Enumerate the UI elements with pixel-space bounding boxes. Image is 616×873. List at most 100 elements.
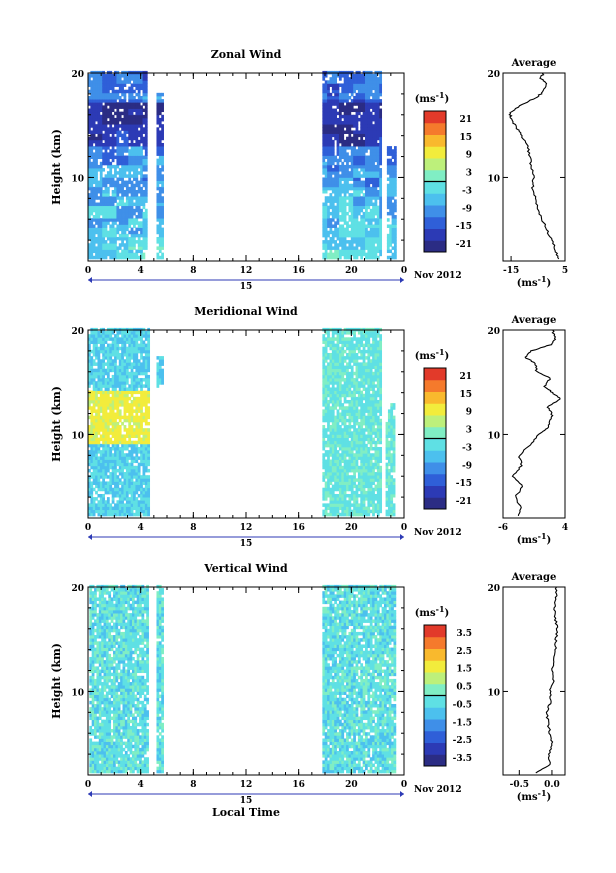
heatmap-cell [147,500,151,504]
heatmap-cell [391,180,395,185]
heatmap-cell [137,171,141,175]
heatmap-cell [334,240,337,244]
heatmap-cell [114,189,117,194]
heatmap-cell [372,164,375,169]
heatmap-cell [338,349,342,354]
heatmap-cell [144,130,148,134]
heatmap-cell [123,92,127,97]
heatmap-cell [322,475,326,479]
heatmap-cell [360,227,364,232]
heatmap-cell [324,236,328,241]
heatmap-cell [130,136,134,141]
heatmap-cell [158,208,162,213]
heatmap-cell [343,343,347,348]
heatmap-cell [365,74,368,78]
heatmap-cell [147,331,151,335]
heatmap-cell [114,215,117,219]
heatmap-cell [158,180,162,185]
heatmap-cell [92,450,96,454]
heatmap-cell [95,86,98,91]
heatmap-cell [341,390,345,395]
heatmap-cell [343,453,347,457]
heatmap-cell [336,246,340,250]
heatmap-cell [355,183,359,188]
heatmap-cell [102,421,105,426]
heatmap-cell [357,171,361,175]
heatmap-cell [367,99,371,103]
heatmap-cell [147,481,151,485]
heatmap-cell [343,183,347,188]
heatmap-cell [104,409,108,413]
heatmap-cell [116,503,120,507]
heatmap-cell [142,155,146,160]
heatmap-cell [109,346,113,351]
heatmap-cell [104,218,108,222]
heatmap-cell [137,74,141,78]
heatmap-cell [116,155,120,160]
heatmap-cell [130,130,134,134]
heatmap-cell [118,393,122,398]
heatmap-cell [341,403,345,407]
heatmap-cell [365,215,368,219]
heatmap-cell [137,105,141,109]
heatmap-cell [111,215,115,219]
heatmap-cell [348,240,352,244]
heatmap-cell [135,111,139,116]
heatmap-cell [104,121,108,125]
heatmap-cell [379,208,383,213]
heatmap-cell [102,227,105,232]
heatmap-cell [156,374,160,379]
heatmap-cell [116,337,120,341]
heatmap-cell [336,393,340,398]
heatmap-cell [362,108,366,113]
heatmap-cell [338,359,342,363]
heatmap-cell [158,215,162,219]
heatmap-cell [90,487,94,492]
heatmap-cell [372,193,375,197]
heatmap-cell [327,174,330,178]
heatmap-cell [90,95,94,100]
heatmap-cell [125,465,129,470]
heatmap-cell [133,374,136,379]
heatmap-cell [367,233,371,238]
heatmap-cell [372,227,375,232]
heatmap-cell [109,196,113,200]
heatmap-cell [341,472,345,476]
heatmap-cell [135,484,139,489]
heatmap-cell [99,99,103,103]
heatmap-cell [130,146,134,150]
heatmap-cell [322,359,326,363]
heatmap-cell [125,493,129,498]
heatmap-cell [106,92,110,97]
heatmap-cell [372,130,375,134]
heatmap-cell [374,124,378,128]
heatmap-cell [334,421,337,426]
heatmap-cells [88,70,397,260]
heatmap-cell [121,92,124,97]
heatmap-cell [365,111,368,116]
heatmap-cell [158,211,162,216]
heatmap-cell [142,177,146,181]
heatmap-cell [336,487,340,492]
heatmap-cell [116,158,120,163]
heatmap-cell [161,161,164,166]
heatmap-cell [97,378,101,382]
heatmap-cell [88,249,91,254]
heatmap-cell [142,475,146,479]
heatmap-cell [137,227,141,232]
heatmap-cell [147,493,151,498]
heatmap-cell [343,484,347,489]
heatmap-cell [140,340,143,344]
heatmap-cell [334,208,337,213]
heatmap-cell [329,227,333,232]
heatmap-cell [88,121,91,125]
heatmap-cell [140,230,143,235]
heatmap-cell [334,331,337,335]
heatmap-cell [92,161,96,166]
heatmap-cell [324,374,328,379]
heatmap-cell [365,108,368,113]
heatmap-cell [334,133,337,138]
heatmap-cell [104,252,108,257]
heatmap-cell [374,183,378,188]
heatmap-cell [102,415,105,420]
